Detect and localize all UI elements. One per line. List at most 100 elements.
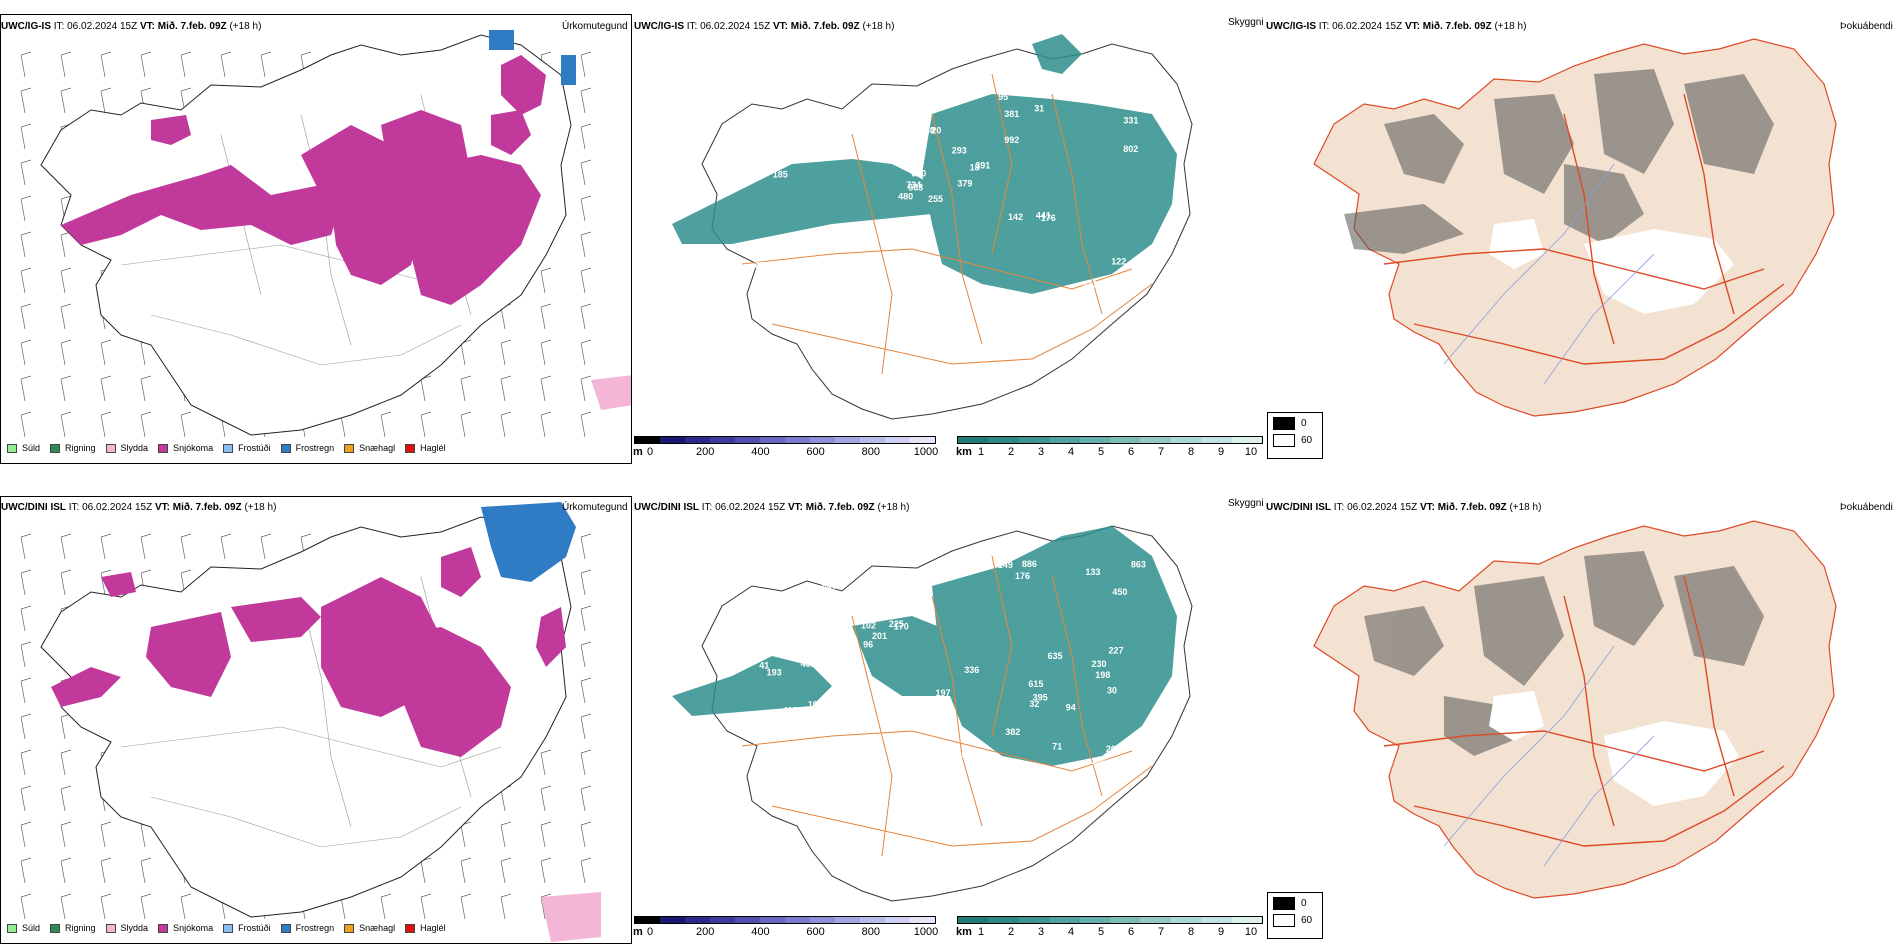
wind-barb <box>580 123 592 150</box>
wind-barb <box>60 533 72 560</box>
visibility-value-label: 802 <box>1123 144 1138 154</box>
visibility-value-label: 208 <box>764 713 779 723</box>
colorbar-cell <box>885 917 910 923</box>
visibility-value-label: 313 <box>1083 279 1098 289</box>
visibility-value-label: 609 <box>773 744 788 754</box>
visibility-value-label: 176 <box>1015 571 1030 581</box>
it-label: IT: <box>1318 21 1330 32</box>
colorbar-cell <box>1049 917 1080 923</box>
panel-title: Þokuábendi <box>1840 21 1893 32</box>
visibility-value-label: 20 <box>931 125 941 135</box>
legend-item: Súld <box>7 443 40 453</box>
colorbar-m-2: m 0 200 400 600 800 1000 <box>633 916 938 938</box>
wind-barb <box>580 195 592 222</box>
legend-label: Haglél <box>420 923 446 933</box>
colorbar-unit: km <box>956 926 972 938</box>
legend-swatch <box>158 923 169 933</box>
wind-barb <box>580 267 592 294</box>
visibility-value-label: 104 <box>821 577 836 587</box>
visibility-value-label: 331 <box>1123 116 1138 126</box>
visibility-value-label: 201 <box>872 631 887 641</box>
it-value: 06.02.2024 15Z <box>715 502 786 513</box>
wind-barb <box>100 411 112 438</box>
colorbar-tick: 6 <box>1127 926 1135 938</box>
skyggni-legend-row: 60 <box>1273 914 1317 927</box>
wind-barb <box>500 375 512 402</box>
colorbar-cells <box>957 916 1263 924</box>
visibility-value-label: 336 <box>964 665 979 675</box>
visibility-value-label: 164 <box>1116 280 1131 290</box>
precip-legend-2: Súld Rigning Slydda Snjókoma Frostúði Frostre… <box>7 923 446 933</box>
it-value: 06.02.2024 15Z <box>82 502 153 513</box>
visibility-value-label: 147 <box>833 126 848 136</box>
wind-barb <box>100 821 112 848</box>
visibility-value-label: 747 <box>771 127 786 137</box>
legend-swatch <box>7 443 17 453</box>
colorbar-tick: 0 <box>646 446 654 458</box>
wind-barb <box>580 375 592 402</box>
legend-swatch <box>344 443 355 453</box>
wind-barb <box>20 569 32 596</box>
visibility-value-label: 133 <box>1085 567 1100 577</box>
wind-barb <box>60 749 72 776</box>
wind-barb <box>20 159 32 186</box>
colorbar-tick: 600 <box>806 446 825 458</box>
colorbar-tick: 7 <box>1157 446 1165 458</box>
wind-barb <box>580 749 592 776</box>
visibility-values: 255 747 663 877 18 190 95 20 381 379 141 164 185 331 4… <box>742 81 1138 293</box>
wind-barb <box>60 411 72 438</box>
wind-barb <box>140 51 152 78</box>
freezing-rain-areas <box>481 502 576 582</box>
skyggni-value: 60 <box>1301 915 1313 926</box>
visibility-value-label: 32 <box>1029 699 1039 709</box>
colorbar-tick: 10 <box>1244 446 1258 458</box>
legend-label: Súld <box>22 923 41 933</box>
wind-barb <box>60 267 72 294</box>
visibility-value-label: 148 <box>920 126 935 136</box>
visibility-value-label: 189 <box>955 81 970 91</box>
wind-barb <box>20 339 32 366</box>
visibility-value-label: 190 <box>842 240 857 250</box>
colorbar-cell <box>710 917 735 923</box>
colorbar-cell <box>910 437 935 443</box>
colorbar-tick: 6 <box>1127 446 1135 458</box>
wind-barb <box>60 569 72 596</box>
visibility-value-label: 381 <box>1004 109 1019 119</box>
visibility-value-label: 877 <box>755 261 770 271</box>
lead-time: (+18 h) <box>229 21 262 32</box>
colorbar-m-1: m 0 200 400 600 800 1000 <box>633 436 938 458</box>
wind-barb <box>580 821 592 848</box>
colorbar-cell <box>1079 917 1111 923</box>
wind-barb <box>180 51 192 78</box>
colorbar-tick: 8 <box>1187 446 1195 458</box>
wind-barb <box>580 339 592 366</box>
visibility-value-label: 863 <box>1131 560 1146 570</box>
vt-label: VT: <box>772 21 788 32</box>
visibility-value-label: 698 <box>755 271 770 281</box>
visibility-value-label: 255 <box>928 194 943 204</box>
visibility-value-label: 71 <box>1052 742 1062 752</box>
it-label: IT: <box>1333 502 1345 513</box>
wind-barb <box>540 785 552 812</box>
model-name: UWC/DINI ISL <box>1 502 66 513</box>
visibility-value-label: 606 <box>828 569 843 579</box>
wind-barb <box>580 303 592 330</box>
colorbar-tick: 7 <box>1157 926 1165 938</box>
visibility-values: 615 198 609 606 170 71 208 176 102 80 377 41 36 204 45… <box>759 559 1146 773</box>
skyggni-value: 0 <box>1301 898 1307 909</box>
colorbar-cell <box>810 437 835 443</box>
lead-time: (+18 h) <box>862 21 895 32</box>
colorbar-tick: 3 <box>1037 446 1045 458</box>
fog-map-1 <box>1313 38 1837 417</box>
header-row-2-panel-3: UWC/DINI ISL IT: 06.02.2024 15Z VT: Mið.… <box>1266 502 1541 514</box>
wind-barb <box>540 375 552 402</box>
wind-barb <box>420 375 432 402</box>
wind-barb <box>100 375 112 402</box>
wind-barb <box>20 677 32 704</box>
fog-roads <box>1383 93 1785 365</box>
panel-title: Úrkomutegund <box>562 502 628 513</box>
wind-barb <box>60 893 72 920</box>
skyggni-legend-1: 0 60 <box>1267 412 1323 459</box>
legend-swatch <box>50 923 61 933</box>
colorbar-cell <box>735 437 760 443</box>
